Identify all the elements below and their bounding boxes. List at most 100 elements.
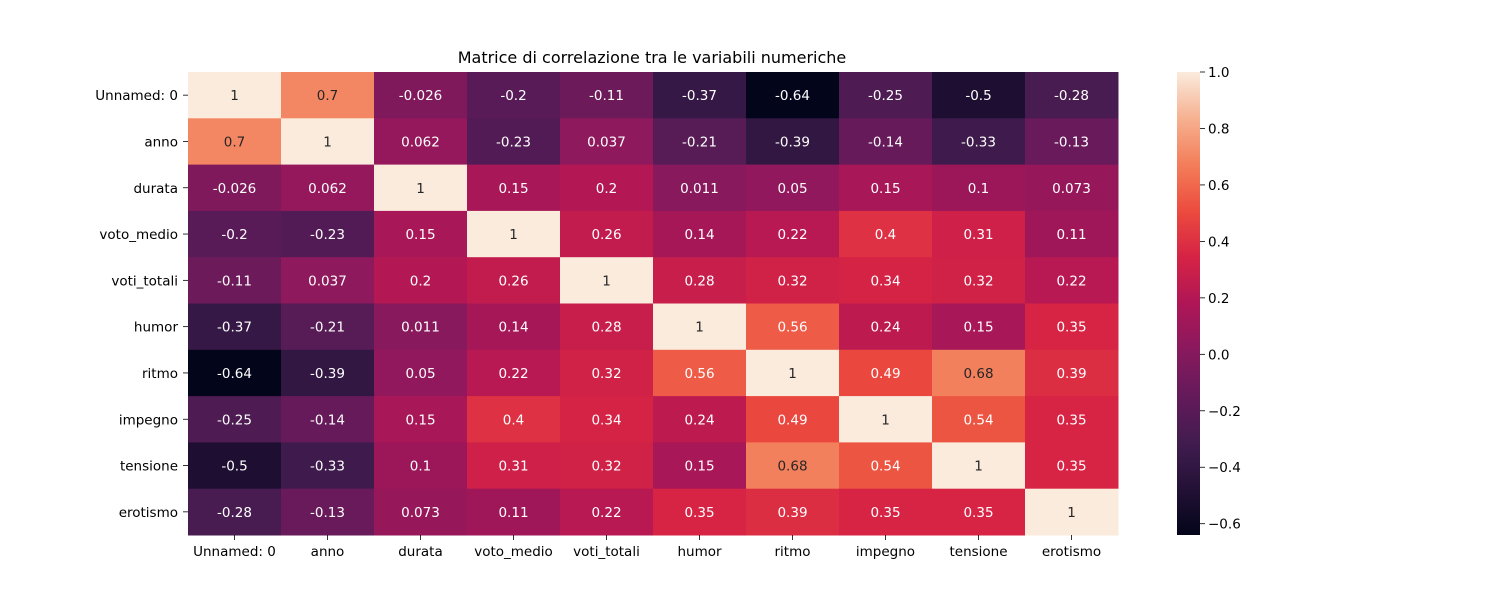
column-tick-label: anno: [311, 544, 345, 560]
column-tick-label: Unnamed: 0: [193, 544, 276, 560]
column-tick-label: voti_totali: [573, 544, 640, 560]
heatmap-cell: [281, 349, 375, 397]
heatmap-cell: [839, 257, 933, 304]
heatmap-cell: [281, 164, 375, 212]
heatmap-cell: [653, 349, 747, 397]
heatmap-cell: [374, 257, 468, 304]
heatmap-cell: [839, 210, 933, 258]
cell-value-label: -0.026: [399, 88, 443, 104]
colorbar-gradient: [1177, 72, 1200, 535]
cell-value-label: 0.39: [777, 505, 807, 521]
heatmap-cell: [653, 164, 747, 212]
cell-value-label: 0.54: [870, 459, 900, 475]
cell-value-label: 0.49: [777, 412, 807, 428]
heatmap-cell: [1025, 349, 1119, 397]
cell-value-label: 1: [788, 366, 797, 382]
heatmap-cell: [653, 257, 747, 304]
cell-value-label: 0.15: [405, 227, 435, 243]
cell-value-label: -0.026: [213, 181, 257, 197]
cell-value-label: 0.28: [684, 273, 714, 289]
cell-value-label: 0.68: [777, 459, 807, 475]
heatmap-cell: [467, 349, 561, 397]
colorbar-tick-label: 0.6: [1208, 178, 1229, 194]
heatmap-cell: [1025, 257, 1119, 304]
cell-value-label: -0.23: [310, 227, 345, 243]
heatmap-cell: [560, 164, 654, 212]
heatmap-cell: [560, 488, 654, 536]
heatmap-cell: [467, 118, 561, 166]
heatmap-cell: [653, 72, 747, 119]
heatmap-cell: [932, 488, 1026, 536]
heatmap-cell: [932, 396, 1026, 443]
row-tick-label: anno: [144, 134, 178, 150]
colorbar-tick-label: 1.0: [1208, 65, 1229, 81]
heatmap-cell: [1025, 72, 1119, 119]
row-tick-label: impegno: [119, 412, 178, 428]
heatmap-cell: [746, 257, 840, 304]
cell-value-label: 0.062: [401, 134, 440, 150]
heatmap-cell: [932, 257, 1026, 304]
heatmap-cell: [932, 210, 1026, 258]
heatmap-cell: [281, 442, 375, 490]
heatmap-cell: [560, 210, 654, 258]
column-tick-labels: Unnamed: 0 anno durata voto_medio voti_total…: [193, 535, 1101, 560]
heatmap-cell: [746, 210, 840, 258]
cell-value-label: 0.54: [963, 412, 993, 428]
column-tick-label: durata: [398, 544, 443, 560]
colorbar-tick-label: −0.4: [1208, 460, 1241, 476]
cell-value-label: 0.037: [308, 273, 347, 289]
heatmap-cell: [746, 72, 840, 119]
cell-value-label: 0.31: [498, 459, 528, 475]
heatmap-cell: [746, 442, 840, 490]
cell-value-label: 0.26: [591, 227, 621, 243]
heatmap-cell: [467, 442, 561, 490]
cell-value-label: 0.073: [401, 505, 440, 521]
cell-value-label: 0.2: [410, 273, 431, 289]
cell-value-label: 0.26: [498, 273, 528, 289]
cell-value-label: -0.23: [496, 134, 531, 150]
heatmap-cell: [839, 442, 933, 490]
heatmap-cell: [188, 210, 282, 258]
cell-value-label: 0.15: [498, 181, 528, 197]
heatmap-cell: [560, 257, 654, 304]
cell-value-label: 1: [1067, 505, 1076, 521]
heatmap-cell: [467, 72, 561, 119]
row-tick-label: voti_totali: [111, 273, 178, 289]
heatmap-cell: [467, 164, 561, 212]
cell-value-label: 0.11: [498, 505, 528, 521]
cell-value-label: 0.24: [684, 412, 714, 428]
heatmap-cell: [839, 396, 933, 443]
row-tick-label: Unnamed: 0: [95, 88, 178, 104]
cell-value-label: -0.25: [217, 412, 252, 428]
cell-value-label: 0.4: [503, 412, 524, 428]
cell-value-label: 0.1: [410, 459, 431, 475]
cell-value-label: 0.56: [684, 366, 714, 382]
heatmap-cell-labels: 1 0.7 -0.026 -0.2 -0.11 -0.37 -0.64 -0.25 -0.5 -0…: [213, 88, 1091, 521]
heatmap-cell: [188, 396, 282, 443]
cell-value-label: 0.062: [308, 181, 347, 197]
cell-value-label: 1: [509, 227, 518, 243]
cell-value-label: -0.39: [775, 134, 810, 150]
cell-value-label: 0.4: [875, 227, 896, 243]
heatmap-cell: [746, 488, 840, 536]
cell-value-label: 0.15: [963, 320, 993, 336]
heatmap-cell: [653, 396, 747, 443]
heatmap-cell: [374, 118, 468, 166]
heatmap-cell: [560, 118, 654, 166]
column-tick-label: tensione: [949, 544, 1007, 560]
heatmap-cell: [932, 72, 1026, 119]
heatmap-cell: [839, 72, 933, 119]
heatmap-cell: [188, 488, 282, 536]
heatmap-cell: [1025, 303, 1119, 351]
colorbar-tick-label: 0.0: [1208, 347, 1229, 363]
cell-value-label: -0.28: [1054, 88, 1089, 104]
cell-value-label: 0.32: [591, 366, 621, 382]
row-tick-label: voto_medio: [99, 227, 178, 243]
heatmap-cell: [188, 72, 282, 119]
heatmap-cell: [374, 442, 468, 490]
heatmap-cell: [281, 72, 375, 119]
colorbar-tick-label: −0.2: [1208, 404, 1241, 420]
colorbar-tick-label: 0.2: [1208, 291, 1229, 307]
heatmap-cell: [467, 488, 561, 536]
